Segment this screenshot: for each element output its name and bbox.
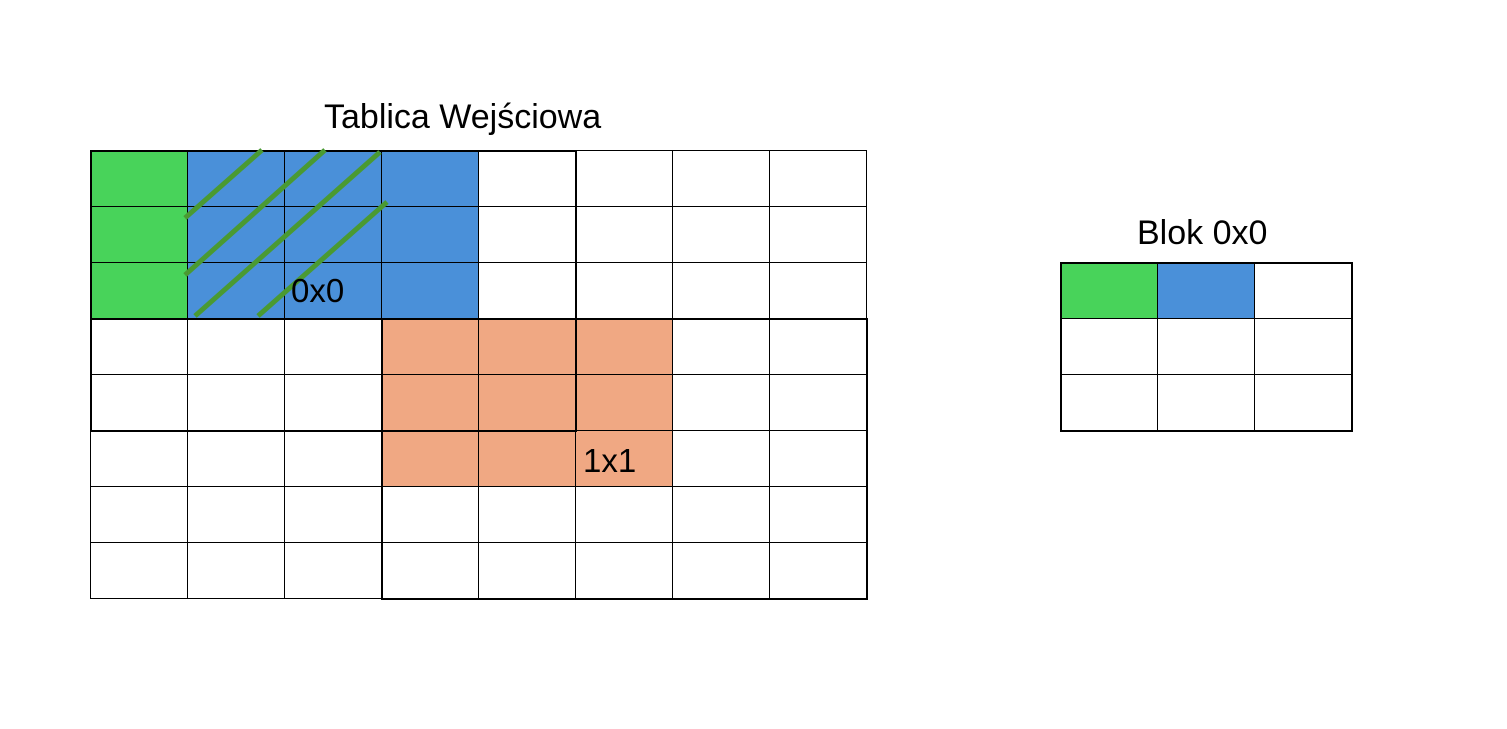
input-array-cell	[478, 486, 576, 543]
input-array-cell	[478, 542, 576, 599]
input-array-cell	[90, 486, 188, 543]
input-array-cell	[575, 318, 673, 375]
input-array-cell	[187, 150, 285, 207]
input-array-cell	[187, 430, 285, 487]
input-array-cell	[284, 542, 382, 599]
input-array-cell	[284, 206, 382, 263]
input-array-cell	[672, 206, 770, 263]
input-array-cell	[769, 486, 867, 543]
input-array-cell	[284, 318, 382, 375]
input-array-cell	[90, 150, 188, 207]
input-array-cell	[90, 542, 188, 599]
input-array-cell	[769, 430, 867, 487]
block-label-1x1: 1x1	[583, 442, 637, 479]
input-array-cell	[672, 430, 770, 487]
input-array-cell	[478, 150, 576, 207]
input-array-cell	[672, 262, 770, 319]
input-array-cell	[769, 150, 867, 207]
input-array-cell	[187, 374, 285, 431]
block-0x0-cell	[1060, 262, 1158, 319]
input-array-cell	[187, 542, 285, 599]
input-array-cell	[672, 374, 770, 431]
input-array-cell	[381, 150, 479, 207]
input-array-cell	[478, 206, 576, 263]
input-array-cell	[769, 374, 867, 431]
main-title: Tablica Wejściowa	[324, 98, 602, 136]
input-array-cell	[90, 206, 188, 263]
input-array-cell	[672, 542, 770, 599]
input-array-cell	[478, 430, 576, 487]
input-array-cell	[187, 318, 285, 375]
block-0x0-cell	[1157, 374, 1255, 431]
block-0x0-cell	[1060, 318, 1158, 375]
input-array-cell	[575, 262, 673, 319]
input-array-cell	[575, 206, 673, 263]
input-array-cell	[90, 374, 188, 431]
input-array-cell	[90, 262, 188, 319]
input-array-cell	[284, 150, 382, 207]
input-array-cell	[478, 262, 576, 319]
block-0x0-cell	[1254, 318, 1352, 375]
input-array-cell	[769, 318, 867, 375]
input-array-cell	[575, 542, 673, 599]
input-array-cell	[187, 262, 285, 319]
input-array-cell	[575, 486, 673, 543]
input-array-cell	[769, 262, 867, 319]
input-array-cell	[381, 486, 479, 543]
input-array-cell	[575, 150, 673, 207]
input-array-cell	[284, 486, 382, 543]
input-array-cell	[769, 206, 867, 263]
block-0x0-cell	[1157, 262, 1255, 319]
input-array-cell	[90, 318, 188, 375]
input-array-cell	[90, 430, 188, 487]
input-array-cell	[575, 374, 673, 431]
input-array-cell	[478, 318, 576, 375]
input-array-cell	[672, 318, 770, 375]
input-array-cell	[284, 430, 382, 487]
input-array-cell	[381, 318, 479, 375]
input-array-cell	[478, 374, 576, 431]
input-array-cell	[769, 542, 867, 599]
input-array-cell	[187, 206, 285, 263]
input-array-cell	[284, 374, 382, 431]
input-array-cell	[381, 374, 479, 431]
input-array-cell	[672, 486, 770, 543]
block-0x0-cell	[1060, 374, 1158, 431]
block-0x0-cell	[1157, 318, 1255, 375]
input-array-cell	[381, 262, 479, 319]
input-array-cell	[187, 486, 285, 543]
input-array-cell	[381, 542, 479, 599]
block-0x0-cell	[1254, 262, 1352, 319]
input-array-cell	[672, 150, 770, 207]
side-title: Blok 0x0	[1137, 214, 1268, 252]
input-array-cell	[381, 430, 479, 487]
input-array-cell	[381, 206, 479, 263]
block-label-0x0: 0x0	[291, 272, 345, 309]
block-0x0-cell	[1254, 374, 1352, 431]
